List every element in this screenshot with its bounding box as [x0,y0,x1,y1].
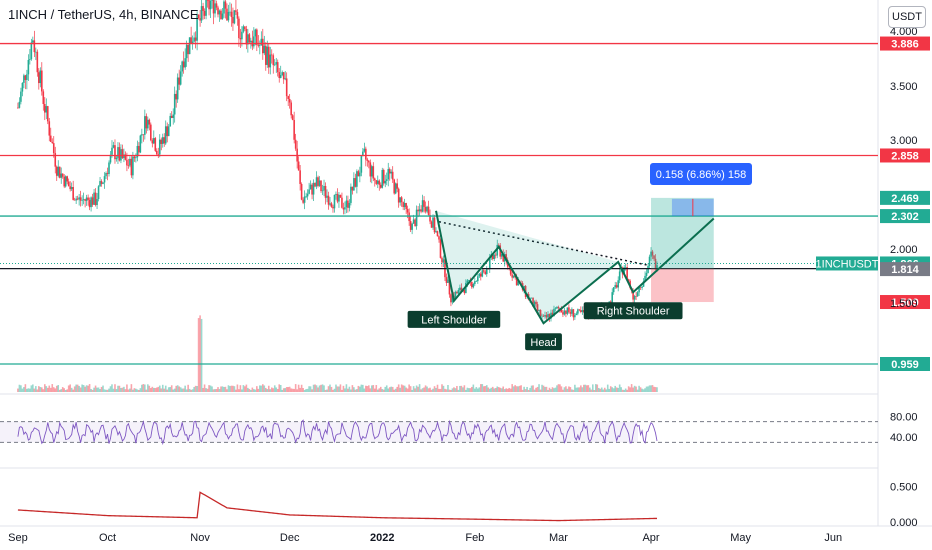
price-tag [880,148,930,163]
volume-bars [17,315,658,392]
price-axis-tick: 2.000 [890,244,918,256]
price-tag [880,357,930,371]
stop-zone [651,268,714,303]
price-axis-tick: 3.000 [890,135,918,147]
price-tag-label: 2.469 [891,193,919,205]
pattern-line [435,210,715,325]
rsi-line [17,419,658,446]
time-axis-tick: Feb [465,532,484,544]
price-axis-tick: 4.000 [890,26,918,38]
time-axis-tick: Mar [549,532,568,544]
pattern-label: Head [530,337,556,349]
price-tag-label: 1.814 [891,264,919,276]
pattern-label-box [407,310,501,328]
target-zone [651,197,714,269]
time-axis-tick: 2022 [370,532,394,544]
price-tag [880,262,930,277]
currency-selector[interactable]: USDT [888,6,926,28]
measure-label-box [650,163,752,185]
price-axis-tick: 3.500 [890,81,918,93]
price-tag-label: 2.302 [891,211,919,223]
pattern-label-box [525,333,562,351]
price-tag-label: 1.509 [891,297,919,309]
symbol-tag-label: 1INCHUSDT [816,258,879,270]
price-tag-label: 0.959 [891,359,919,371]
symbol-tag [816,256,878,271]
price-tag [880,190,930,205]
pattern-label: Right Shoulder [597,306,670,318]
indicator-axis-tick: 0.000 [890,517,918,529]
pattern-label-box [583,302,683,320]
time-axis-tick: Sep [8,532,28,544]
time-axis-tick: Oct [99,532,116,544]
rsi-axis-tick: 40.00 [890,432,918,444]
price-tag-label: 2.858 [891,150,919,162]
time-axis-tick: May [730,532,751,544]
price-tag [880,295,930,310]
chart-title: 1INCH / TetherUS, 4h, BINANCE [8,7,199,22]
pattern-label: Left Shoulder [421,314,487,326]
time-axis-tick: Apr [642,532,659,544]
price-tag-label: 3.886 [891,39,919,51]
rsi-axis-tick: 80.00 [890,411,918,423]
measure-label: 0.158 (6.86%) 158 [656,169,747,181]
price-axis-tick: 1.500 [890,298,918,310]
indicator-line [17,491,658,522]
time-axis-tick: Jun [824,532,842,544]
neckline [438,221,649,266]
indicator-axis-tick: 0.500 [890,482,918,494]
time-axis-tick: Dec [280,532,300,544]
time-axis-tick: Nov [190,532,210,544]
price-tag [880,209,930,224]
price-tag [880,36,930,51]
pattern-fill [436,210,634,324]
